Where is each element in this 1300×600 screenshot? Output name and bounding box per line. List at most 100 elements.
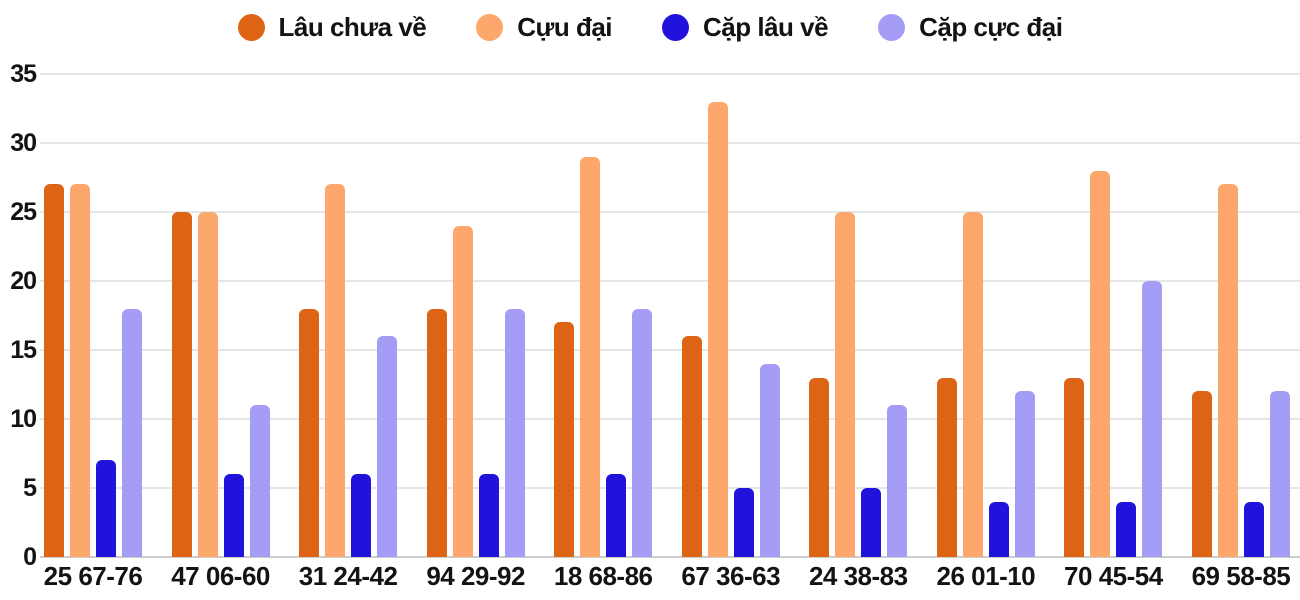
x-category-label: 26 01-10: [936, 561, 1036, 591]
bar-series3-cat8[interactable]: [1142, 281, 1163, 557]
x-category-label: 47 06-60: [171, 561, 270, 591]
bar-series3-cat3[interactable]: [504, 309, 525, 557]
bar-series3-cat4[interactable]: [632, 309, 653, 557]
bar-series2-cat4[interactable]: [606, 474, 627, 557]
bar-series1-cat6[interactable]: [835, 212, 856, 557]
gridline-25: [40, 211, 1300, 213]
bar-series2-cat5[interactable]: [733, 488, 754, 557]
legend-item-label: Cặp cực đại: [919, 11, 1063, 42]
gridline-5: [40, 487, 1300, 489]
bar-series1-cat0[interactable]: [70, 184, 90, 557]
bar-group-7: [936, 74, 1035, 557]
x-category-5: 67 36-63: [681, 561, 781, 592]
bar-series0-cat9[interactable]: [1191, 391, 1212, 557]
legend-item-2[interactable]: Cặp lâu về: [662, 11, 829, 43]
bar-group-0: [44, 74, 142, 557]
bars-layer: [40, 74, 1300, 557]
bar-series2-cat6[interactable]: [861, 488, 882, 557]
legend-item-3[interactable]: Cặp cực đại: [878, 11, 1063, 43]
legend-marker-icon: [237, 13, 265, 41]
gridline-30: [40, 142, 1300, 144]
x-category-0: 25 67-76: [43, 561, 143, 592]
legend-item-label: Cặp lâu về: [703, 11, 829, 42]
gridline-10: [40, 418, 1300, 420]
y-tick-label-25: 25: [10, 198, 37, 226]
bar-series3-cat5[interactable]: [759, 364, 780, 557]
bar-series0-cat2[interactable]: [299, 309, 320, 557]
bar-series0-cat8[interactable]: [1064, 378, 1085, 557]
bar-series1-cat1[interactable]: [197, 212, 218, 557]
x-category-6: 24 38-83: [808, 561, 908, 592]
bar-series3-cat7[interactable]: [1014, 391, 1035, 557]
bar-series0-cat1[interactable]: [171, 212, 192, 557]
y-tick-label-20: 20: [10, 267, 37, 295]
bar-series1-cat4[interactable]: [580, 157, 601, 557]
gridline-15: [40, 349, 1300, 351]
bar-series1-cat2[interactable]: [325, 184, 346, 557]
x-category-label: 18 68-86: [553, 561, 653, 591]
bar-group-8: [1064, 74, 1163, 557]
y-tick-label-10: 10: [10, 405, 37, 433]
y-tick-label-30: 30: [10, 129, 37, 157]
x-category-label: 24 38-83: [808, 561, 908, 591]
x-category-label: 94 29-92: [426, 561, 525, 591]
x-category-label: 25 67-76: [43, 561, 143, 591]
bar-group-4: [554, 74, 653, 557]
bar-series2-cat2[interactable]: [351, 474, 372, 557]
x-category-8: 70 45-54: [1064, 561, 1163, 592]
x-category-label: 70 45-54: [1064, 561, 1163, 591]
bar-series0-cat6[interactable]: [809, 378, 830, 557]
gridline-20: [40, 280, 1300, 282]
x-category-2: 31 24-42: [299, 561, 398, 592]
x-axis-labels: 25 67-76 47 06-60 31 24-42 94 29-92 18 68-86…: [40, 561, 1300, 592]
bar-group-9: [1191, 74, 1290, 557]
y-tick-label-35: 35: [10, 60, 37, 88]
bar-series2-cat9[interactable]: [1243, 502, 1264, 557]
bar-series1-cat7[interactable]: [962, 212, 983, 557]
x-category-4: 18 68-86: [553, 561, 653, 592]
bar-series1-cat3[interactable]: [452, 226, 473, 557]
bar-series3-cat2[interactable]: [377, 336, 398, 557]
bar-series2-cat7[interactable]: [988, 502, 1009, 557]
bar-series2-cat0[interactable]: [96, 460, 116, 557]
x-category-3: 94 29-92: [426, 561, 525, 592]
bar-series0-cat4[interactable]: [554, 322, 575, 557]
bar-group-6: [809, 74, 908, 557]
bar-series3-cat0[interactable]: [122, 309, 142, 557]
bar-group-2: [299, 74, 398, 557]
bar-series1-cat9[interactable]: [1217, 184, 1238, 557]
gridline-0: [40, 556, 1300, 558]
bar-series0-cat3[interactable]: [426, 309, 447, 557]
x-category-label: 67 36-63: [681, 561, 781, 591]
bar-series1-cat8[interactable]: [1090, 171, 1111, 557]
bar-series3-cat9[interactable]: [1269, 391, 1290, 557]
y-tick-label-15: 15: [10, 336, 37, 364]
y-tick-label-0: 0: [23, 543, 37, 571]
x-category-label: 69 58-85: [1191, 561, 1291, 591]
bar-series3-cat1[interactable]: [249, 405, 270, 557]
bar-series2-cat3[interactable]: [478, 474, 499, 557]
bar-series1-cat5[interactable]: [707, 102, 728, 557]
legend-marker-icon: [476, 13, 504, 41]
legend-marker-icon: [662, 13, 690, 41]
legend: Lâu chưa về Cựu đại Cặp lâu về Cặp cực đại: [0, 8, 1300, 46]
bar-series0-cat0[interactable]: [44, 184, 64, 557]
bar-group-5: [681, 74, 780, 557]
x-category-7: 26 01-10: [936, 561, 1036, 592]
bar-series3-cat6[interactable]: [887, 405, 908, 557]
legend-item-label: Cựu đại: [517, 11, 613, 42]
bar-series2-cat8[interactable]: [1116, 502, 1137, 557]
bar-group-1: [171, 74, 270, 557]
x-category-9: 69 58-85: [1191, 561, 1291, 592]
bar-group-3: [426, 74, 525, 557]
bar-series0-cat7[interactable]: [936, 378, 957, 557]
legend-item-1[interactable]: Cựu đại: [476, 11, 613, 43]
legend-item-label: Lâu chưa về: [278, 11, 427, 42]
x-category-1: 47 06-60: [171, 561, 270, 592]
bar-series0-cat5[interactable]: [681, 336, 702, 557]
legend-item-0[interactable]: Lâu chưa về: [237, 11, 427, 43]
y-tick-label-5: 5: [23, 474, 37, 502]
bar-series2-cat1[interactable]: [223, 474, 244, 557]
